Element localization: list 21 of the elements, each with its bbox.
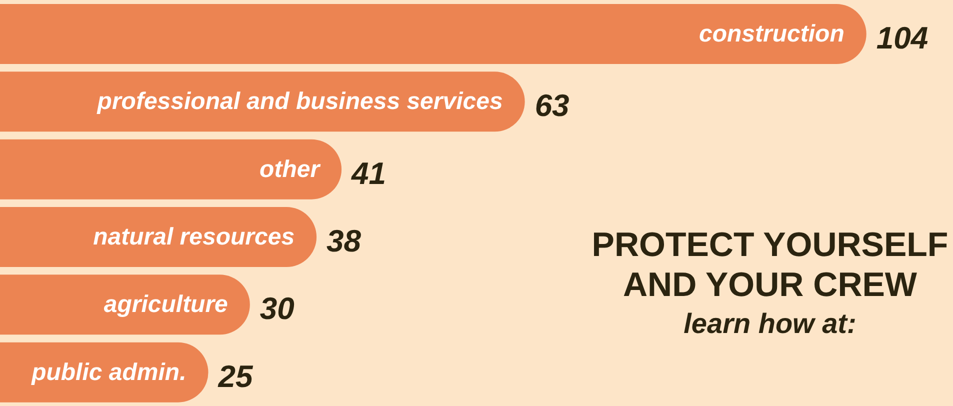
y-tick-label: agriculture <box>104 291 228 318</box>
data-label: 104 <box>876 20 928 56</box>
bar <box>0 342 208 402</box>
y-tick-label: public admin. <box>30 358 186 386</box>
y-tick-label: professional and business services <box>96 88 503 116</box>
data-label: 30 <box>260 291 294 326</box>
data-label: 38 <box>326 224 362 258</box>
annotation: learn how at: <box>682 307 858 341</box>
data-label: 41 <box>350 156 386 191</box>
bar <box>0 139 342 200</box>
annotation: AND YOUR CREW <box>622 265 918 305</box>
bar <box>0 4 866 64</box>
data-label: 25 <box>217 358 254 394</box>
bar <box>0 72 525 132</box>
data-label: 63 <box>534 88 570 124</box>
bar <box>0 274 250 335</box>
bar <box>0 207 317 267</box>
y-tick-label: natural resources <box>93 224 295 250</box>
annotation: PROTECT YOURSELF <box>590 225 950 265</box>
y-tick-label: other <box>260 156 322 183</box>
y-tick-label: construction <box>699 20 844 48</box>
